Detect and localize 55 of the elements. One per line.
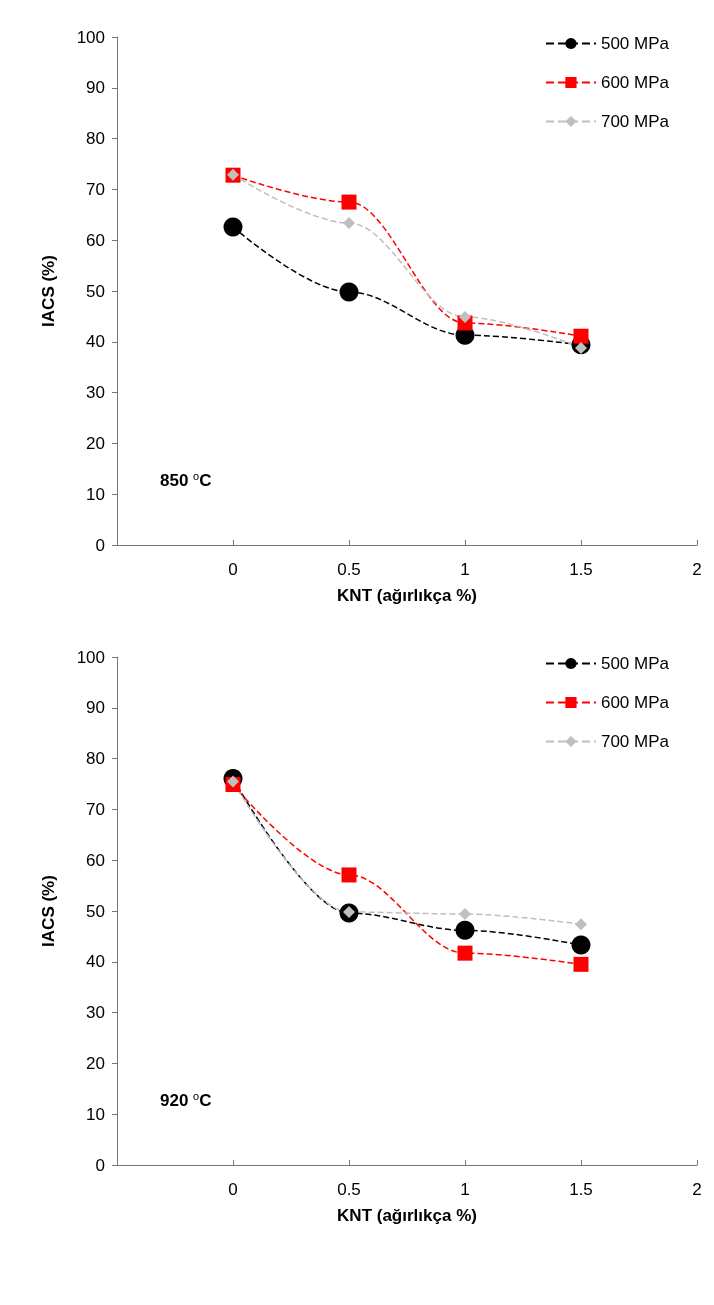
y-tick-label: 70 xyxy=(86,799,105,819)
point xyxy=(223,217,243,237)
y-tick-label: 20 xyxy=(86,433,105,453)
y-tick-label: 100 xyxy=(76,647,105,667)
y-tick-label: 40 xyxy=(86,332,105,352)
x-tick-label: 1 xyxy=(460,560,470,579)
y-tick-label: 70 xyxy=(86,179,105,199)
point xyxy=(341,867,357,883)
y-tick-label: 0 xyxy=(95,535,105,555)
y-tick-label: 90 xyxy=(86,698,105,718)
x-axis-title: KNT (ağırlıkça %) xyxy=(337,586,477,605)
y-tick-label: 40 xyxy=(86,952,105,972)
x-tick-label: 2 xyxy=(692,560,702,579)
y-axis-title: IACS (%) xyxy=(39,875,58,947)
point xyxy=(455,920,475,940)
y-tick-label: 10 xyxy=(86,484,105,504)
y-tick-label: 0 xyxy=(95,1155,105,1175)
x-tick-label: 2 xyxy=(692,1180,702,1199)
point xyxy=(573,956,589,972)
point xyxy=(571,935,591,955)
point xyxy=(341,194,357,210)
legend-label: 700 MPa xyxy=(600,732,670,751)
y-tick-label: 30 xyxy=(86,1003,105,1023)
y-tick-label: 80 xyxy=(86,129,105,149)
x-tick-label: 1.5 xyxy=(569,560,593,579)
legend-label: 700 MPa xyxy=(600,112,670,131)
y-tick-label: 50 xyxy=(86,281,105,301)
point xyxy=(343,216,355,229)
y-tick-label: 20 xyxy=(86,1053,105,1073)
x-tick-label: 1.5 xyxy=(569,1180,593,1199)
x-tick-label: 0.5 xyxy=(337,1180,361,1199)
legend-label: 600 MPa xyxy=(600,73,670,92)
x-tick-label: 0 xyxy=(228,560,238,579)
y-tick-label: 60 xyxy=(86,230,105,250)
point xyxy=(457,945,473,961)
x-tick-label: 1 xyxy=(460,1180,470,1199)
point xyxy=(573,328,589,344)
legend-label: 500 MPa xyxy=(600,654,670,673)
point xyxy=(459,908,471,921)
x-axis-title: KNT (ağırlıkça %) xyxy=(337,1206,477,1225)
y-tick-label: 50 xyxy=(86,901,105,921)
y-tick-label: 30 xyxy=(86,383,105,403)
point xyxy=(575,918,587,931)
point xyxy=(339,282,359,302)
legend-label: 500 MPa xyxy=(600,34,670,53)
y-tick-label: 80 xyxy=(86,749,105,769)
y-axis-title: IACS (%) xyxy=(39,255,58,327)
y-tick-label: 10 xyxy=(86,1104,105,1124)
y-tick-label: 60 xyxy=(86,850,105,870)
x-tick-label: 0.5 xyxy=(337,560,361,579)
y-tick-label: 100 xyxy=(76,27,105,47)
y-tick-label: 90 xyxy=(86,78,105,98)
legend-label: 600 MPa xyxy=(600,693,670,712)
point xyxy=(459,310,471,323)
x-tick-label: 0 xyxy=(228,1180,238,1199)
